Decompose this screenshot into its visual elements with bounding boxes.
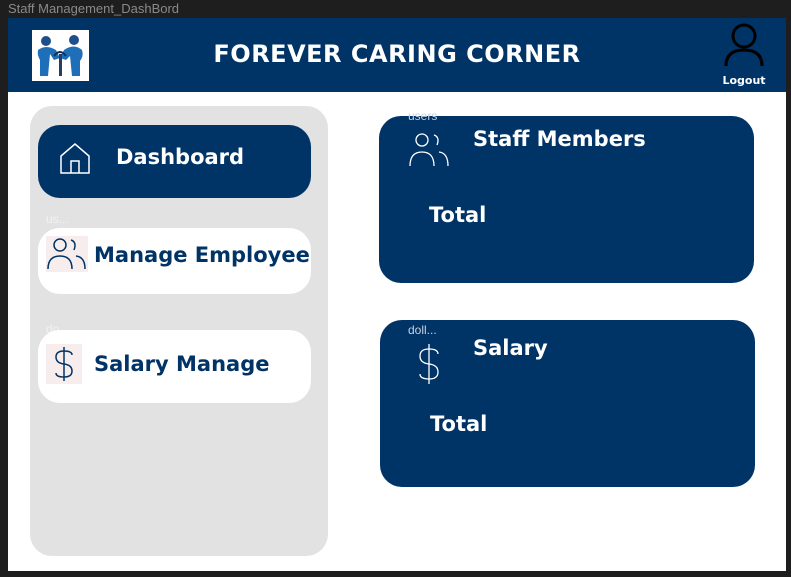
top-header: FOREVER CARING CORNER Logout	[8, 18, 786, 92]
sidebar-item-label: Dashboard	[116, 145, 245, 169]
sidebar-item-manage-employee[interactable]: Manage Employee	[38, 228, 311, 294]
app-logo	[32, 30, 89, 81]
sidebar-item-dashboard[interactable]: Dashboard	[38, 125, 311, 198]
salary-card: doll... Salary Total	[380, 320, 755, 487]
card-total-label: Total	[429, 203, 487, 227]
icon-alt-text: users	[408, 109, 438, 123]
logout-label: Logout	[722, 74, 766, 87]
icon-alt-text: us...	[46, 212, 69, 226]
dashboard-frame: FOREVER CARING CORNER Logout Dashboard u…	[8, 18, 786, 571]
card-total-label: Total	[430, 412, 488, 436]
users-icon	[409, 133, 449, 167]
sidebar-item-label: Salary Manage	[94, 352, 270, 376]
sidebar: Dashboard us... Manage Employee do... Sa…	[30, 106, 328, 556]
user-profile-icon	[724, 23, 764, 67]
staff-members-card: users Staff Members Total	[379, 109, 754, 283]
app-title: FOREVER CARING CORNER	[213, 40, 581, 68]
icon-alt-text: doll...	[408, 323, 437, 337]
logout-button[interactable]: Logout	[719, 22, 769, 88]
sidebar-item-salary-manage[interactable]: Salary Manage	[38, 330, 311, 403]
card-title: Salary	[473, 336, 548, 360]
card-title: Staff Members	[473, 127, 646, 151]
sidebar-item-label: Manage Employee	[94, 243, 310, 267]
window-title: Staff Management_DashBord	[8, 1, 180, 16]
home-icon	[60, 143, 90, 174]
dollar-icon	[419, 344, 439, 384]
caregivers-logo-icon	[37, 35, 83, 76]
dollar-icon	[46, 344, 82, 384]
users-icon	[46, 236, 88, 272]
